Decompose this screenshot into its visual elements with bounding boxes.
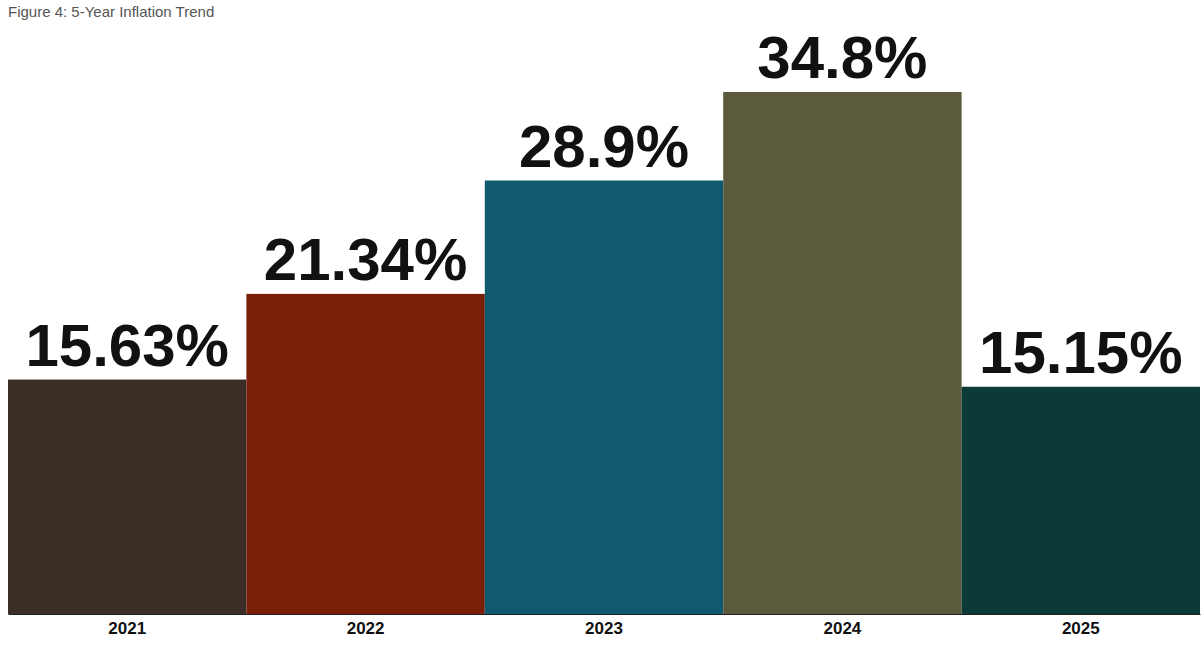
bar bbox=[723, 92, 961, 614]
data-labels: 15.63% 21.34% 28.9% 34.8% 15.15% bbox=[25, 24, 1182, 386]
data-label: 34.8% bbox=[757, 24, 927, 91]
axis-line bbox=[9, 614, 1201, 615]
tick: 2025 bbox=[1062, 614, 1100, 638]
tick-label: 2022 bbox=[347, 619, 385, 638]
bars bbox=[8, 92, 1200, 614]
bar bbox=[962, 387, 1200, 614]
data-label: 21.34% bbox=[264, 226, 468, 293]
tick-label: 2024 bbox=[823, 619, 861, 638]
tick: 2023 bbox=[585, 614, 623, 638]
bar bbox=[8, 380, 246, 614]
tick-label: 2023 bbox=[585, 619, 623, 638]
tick-label: 2021 bbox=[108, 619, 146, 638]
data-label: 15.63% bbox=[25, 312, 229, 379]
tick: 2021 bbox=[108, 614, 146, 638]
tick-label: 2025 bbox=[1062, 619, 1100, 638]
data-label: 28.9% bbox=[519, 113, 689, 180]
bar bbox=[246, 294, 484, 614]
x-axis: 2021 2022 2023 2024 2025 bbox=[9, 614, 1201, 638]
data-label: 15.15% bbox=[979, 319, 1183, 386]
tick: 2024 bbox=[823, 614, 861, 638]
tick: 2022 bbox=[347, 614, 385, 638]
title: Figure 4: 5-Year Inflation Trend bbox=[8, 3, 214, 20]
bar bbox=[485, 181, 723, 615]
chart: Figure 4: 5-Year Inflation Trend 15.63% 21… bbox=[0, 0, 1202, 648]
